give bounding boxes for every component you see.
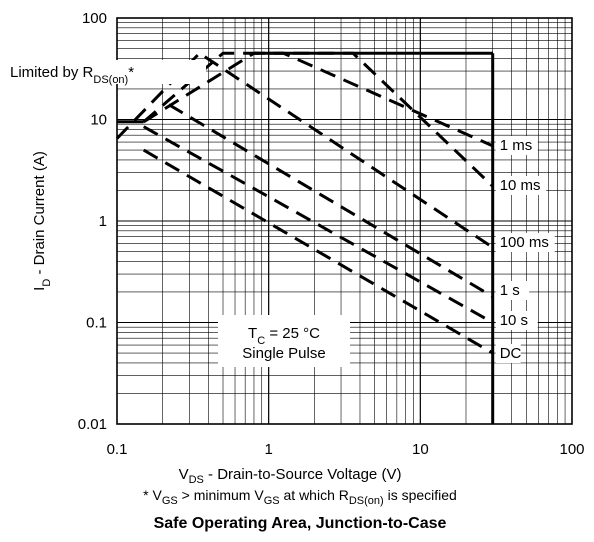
curve-label-10-s: 10 s — [500, 312, 528, 329]
curve-label-bg — [495, 233, 555, 252]
y-tick-label: 0.1 — [86, 315, 107, 332]
soa-curve-1-ms — [142, 51, 494, 148]
x-tick-label: 0.1 — [107, 441, 128, 458]
y-tick-label: 10 — [90, 112, 107, 129]
curve-label-bg — [495, 311, 538, 330]
curve-label-10-ms: 10 ms — [500, 177, 541, 194]
curve-label-1-s: 1 s — [500, 282, 520, 299]
pulse-annotation: Single Pulse — [242, 345, 325, 362]
soa-curve-1-s — [168, 103, 494, 298]
curve-label-1-ms: 1 ms — [500, 137, 533, 154]
y-tick-label: 0.01 — [78, 416, 107, 433]
y-tick-label: 1 — [99, 213, 107, 230]
curve-label-bg — [495, 176, 547, 195]
curve-labels: 1 ms 10 ms 100 ms 1 s 10 s DC — [495, 136, 555, 363]
chart-title: Safe Operating Area, Junction-to-Case — [153, 515, 447, 532]
x-tick-label: 100 — [559, 441, 584, 458]
curve-label-bg — [495, 136, 538, 155]
x-tick-label: 10 — [412, 441, 429, 458]
conditions-box — [218, 315, 350, 367]
y-tick-label: 100 — [82, 10, 107, 27]
plot-frame — [116, 17, 573, 425]
curve-label-DC: DC — [500, 345, 522, 362]
curve-label-100-ms: 100 ms — [500, 234, 549, 251]
tc-annotation: TC = 25 °C — [248, 325, 320, 347]
soa-curve-DC — [142, 148, 494, 355]
soa-curve-100-ms — [115, 51, 494, 249]
soa-curves — [115, 51, 494, 355]
soa-curve-10-s — [142, 125, 494, 324]
x-axis-label: VDS - Drain-to-Source Voltage (V) — [178, 466, 402, 486]
footnote: * VGS > minimum VGS at which RDS(on) is … — [143, 487, 457, 507]
curve-label-bg — [495, 344, 521, 363]
curve-label-bg — [495, 281, 530, 300]
soa-curve-10-ms — [142, 51, 494, 188]
limited-annotation-bg — [6, 60, 206, 84]
x-tick-label: 1 — [264, 441, 272, 458]
y-axis-label: ID - Drain Current (A) — [31, 151, 53, 291]
